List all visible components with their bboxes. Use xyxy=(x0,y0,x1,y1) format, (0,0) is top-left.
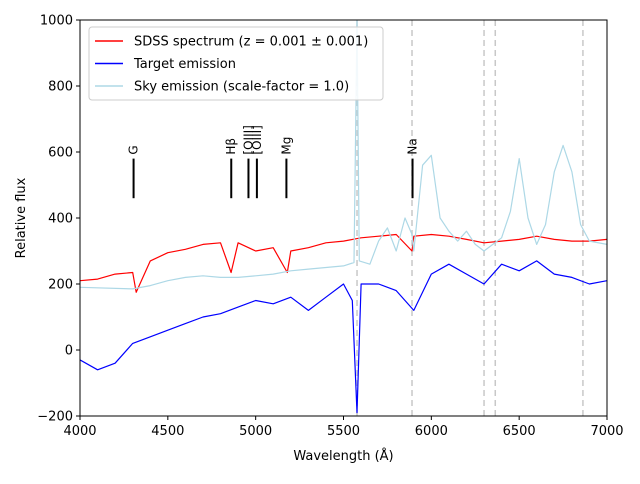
x-tick-label: 6500 xyxy=(503,424,536,439)
legend-label: SDSS spectrum (z = 0.001 ± 0.001) xyxy=(134,35,368,50)
spectral-line-label: Mg xyxy=(279,137,293,155)
target-emission-line xyxy=(80,260,607,414)
sdss-spectrum-line xyxy=(80,233,607,293)
x-axis-title: Wavelength (Å) xyxy=(293,448,393,464)
x-tick-label: 4500 xyxy=(151,424,184,439)
legend: SDSS spectrum (z = 0.001 ± 0.001) Target … xyxy=(88,26,384,101)
x-tick-label: 4000 xyxy=(63,424,96,439)
y-tick-label: 0 xyxy=(65,344,73,359)
spectral-line-label: [OIII] xyxy=(241,125,255,154)
legend-label: Sky emission (scale-factor = 1.0) xyxy=(134,80,349,95)
y-tick-label: 400 xyxy=(48,212,73,227)
x-tick-label: 6000 xyxy=(415,424,448,439)
sky-emission-line xyxy=(80,20,607,290)
spectral-line-label: G xyxy=(127,145,141,154)
spectral-line-label: Hβ xyxy=(224,138,238,155)
spectral-line-label: [OIII] xyxy=(250,125,264,154)
legend-label: Target emission xyxy=(133,57,236,72)
legend-box xyxy=(88,26,384,101)
y-tick-label: 800 xyxy=(48,80,73,95)
y-tick-label: 600 xyxy=(48,146,73,161)
x-tick-label: 7000 xyxy=(590,424,623,439)
y-tick-label: 1000 xyxy=(40,14,73,29)
y-axis-title: Relative flux xyxy=(14,177,29,258)
x-tick-label: 5500 xyxy=(327,424,360,439)
y-tick-label: −200 xyxy=(37,410,73,425)
x-tick-label: 5000 xyxy=(239,424,272,439)
spectral-line-label: Na xyxy=(406,138,420,154)
y-tick-label: 200 xyxy=(48,278,73,293)
